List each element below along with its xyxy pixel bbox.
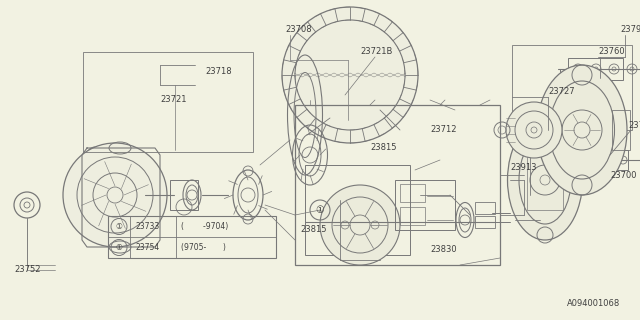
Bar xyxy=(400,207,425,225)
Text: 23760: 23760 xyxy=(598,47,625,57)
Text: 23760: 23760 xyxy=(628,121,640,130)
Text: 23754: 23754 xyxy=(135,243,159,252)
Bar xyxy=(560,69,588,85)
Bar xyxy=(475,202,495,214)
Text: 23718: 23718 xyxy=(205,68,232,76)
Bar xyxy=(475,216,495,228)
Bar xyxy=(170,180,198,210)
Text: ①: ① xyxy=(316,205,324,215)
Text: 23830: 23830 xyxy=(430,245,456,254)
Text: 23815: 23815 xyxy=(300,226,326,235)
Bar xyxy=(568,58,623,80)
Circle shape xyxy=(282,7,418,143)
Text: 23733: 23733 xyxy=(135,222,159,231)
Bar xyxy=(578,150,628,170)
Text: 23815: 23815 xyxy=(370,143,397,153)
Text: 23752: 23752 xyxy=(15,266,41,275)
Text: (9705-       ): (9705- ) xyxy=(181,243,226,252)
Text: 23700: 23700 xyxy=(610,171,637,180)
Circle shape xyxy=(506,102,562,158)
Bar xyxy=(108,216,276,258)
Text: 23798: 23798 xyxy=(620,26,640,35)
Bar xyxy=(527,150,563,210)
Bar xyxy=(512,45,632,130)
Text: 23913: 23913 xyxy=(510,164,536,172)
Circle shape xyxy=(63,143,167,247)
Text: 23708: 23708 xyxy=(285,26,312,35)
Ellipse shape xyxy=(537,65,627,195)
Bar xyxy=(295,105,500,265)
Bar xyxy=(305,165,410,255)
Text: ①: ① xyxy=(116,222,122,231)
Text: 23721B: 23721B xyxy=(360,47,392,57)
Text: 23727: 23727 xyxy=(548,87,575,97)
Ellipse shape xyxy=(508,120,582,240)
Bar xyxy=(395,180,455,230)
Bar xyxy=(83,52,253,152)
Text: ①: ① xyxy=(116,243,122,252)
Text: 23712: 23712 xyxy=(430,125,456,134)
Bar xyxy=(400,184,425,202)
Bar xyxy=(612,110,630,150)
Text: A094001068: A094001068 xyxy=(567,299,620,308)
Circle shape xyxy=(320,185,400,265)
Text: 23721: 23721 xyxy=(160,95,186,105)
Text: (        -9704): ( -9704) xyxy=(181,222,228,231)
